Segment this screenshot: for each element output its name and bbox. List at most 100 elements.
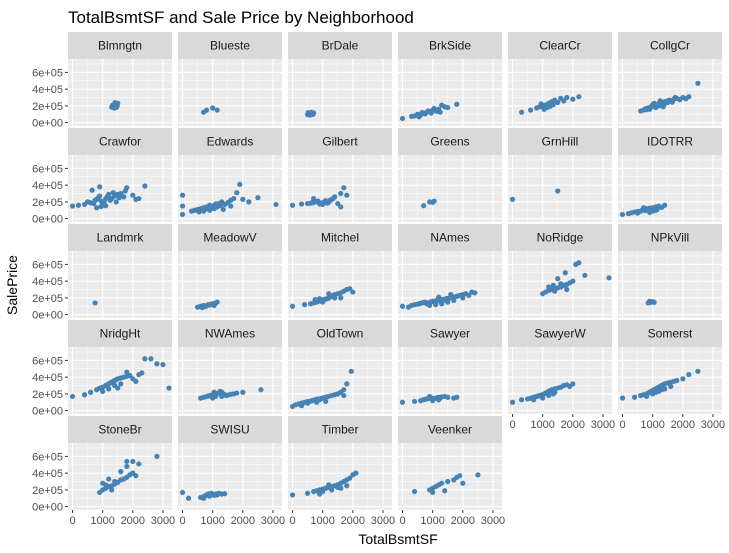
facet-panel-background	[288, 251, 392, 318]
data-point	[217, 388, 223, 394]
data-point	[329, 487, 335, 493]
facet-strip	[618, 32, 722, 59]
x-tick-label: 3000	[701, 419, 725, 431]
data-point	[113, 104, 119, 111]
facet-somerst: Somerst 0 1000 2000 3000	[618, 320, 725, 431]
facet-panel-background	[508, 347, 612, 414]
facet-strip	[508, 224, 612, 251]
x-tick-label: 1000	[640, 419, 664, 431]
facet-strip-label: Crawfor	[99, 135, 141, 149]
x-axis-label: TotalBsmtSF	[358, 531, 437, 547]
data-point	[304, 490, 311, 496]
data-point	[411, 488, 418, 495]
data-point	[344, 483, 350, 489]
data-point	[399, 115, 406, 122]
data-point	[338, 295, 344, 301]
facet-panel-background	[508, 155, 612, 222]
facet-panel-background	[68, 155, 172, 222]
facet-nwames: NWAmes	[178, 320, 282, 414]
data-point	[546, 392, 552, 399]
facet-strip-label: Veenker	[428, 423, 472, 437]
data-point	[460, 295, 466, 301]
data-point	[439, 480, 445, 486]
data-point	[338, 190, 344, 197]
data-point	[335, 484, 341, 490]
facet-names: NAmes	[398, 224, 502, 318]
data-point	[133, 196, 139, 202]
data-point	[335, 200, 341, 207]
data-point	[619, 395, 626, 401]
data-point	[660, 104, 666, 110]
data-point	[540, 395, 546, 401]
data-point	[341, 387, 347, 393]
facet-strip	[618, 128, 722, 155]
facet-panel-background	[178, 347, 282, 414]
facet-greens: Greens	[398, 128, 502, 222]
data-point	[130, 192, 136, 198]
facet-strip	[508, 128, 612, 155]
x-tick-label: 3000	[371, 515, 395, 527]
data-point	[69, 393, 76, 400]
facet-panel-background	[178, 251, 282, 318]
x-tick-label: 1000	[310, 515, 334, 527]
data-point	[405, 304, 412, 310]
data-point	[399, 399, 406, 405]
data-point	[139, 370, 145, 376]
data-point	[448, 291, 454, 298]
data-point	[124, 458, 130, 465]
data-point	[344, 381, 350, 387]
data-point	[81, 392, 88, 398]
data-point	[222, 491, 228, 497]
data-point	[475, 472, 481, 478]
data-point	[240, 196, 246, 202]
data-point	[561, 98, 567, 104]
data-point	[201, 208, 207, 214]
data-point	[445, 299, 451, 305]
x-tick-label: 1000	[420, 515, 444, 527]
data-point	[298, 201, 305, 207]
facet-panel-background	[68, 251, 172, 318]
x-tick-label: 0	[619, 419, 625, 431]
y-tick-label: 6e+05	[32, 259, 63, 271]
facet-strip-label: CollgCr	[650, 39, 690, 53]
data-point	[166, 385, 172, 391]
data-point	[122, 188, 128, 194]
data-point	[650, 208, 656, 214]
data-point	[570, 278, 576, 284]
data-point	[564, 286, 570, 293]
data-point	[509, 399, 516, 405]
data-point	[142, 356, 148, 362]
data-point	[100, 388, 106, 394]
data-point	[213, 393, 219, 400]
data-point	[304, 400, 311, 406]
data-point	[350, 289, 356, 295]
data-point	[106, 191, 112, 197]
data-point	[246, 199, 252, 205]
data-point	[341, 185, 347, 191]
facet-crawfor: Crawfor 0e+00 2e+05 4e+05 6e+05	[32, 128, 172, 226]
facet-idotrr: IDOTRR	[618, 128, 722, 222]
data-point	[207, 207, 213, 213]
y-tick-label: 2e+05	[32, 485, 63, 497]
data-point	[154, 453, 160, 459]
data-point	[255, 195, 261, 201]
data-point	[136, 461, 142, 467]
data-point	[541, 106, 547, 112]
facet-strip	[178, 224, 282, 251]
facet-panel-background	[398, 347, 502, 414]
x-tick-label: 2000	[341, 515, 365, 527]
facet-strip-label: Greens	[430, 135, 469, 149]
data-point	[518, 109, 525, 115]
x-tick-label: 2000	[121, 515, 145, 527]
data-point	[570, 96, 576, 102]
facet-panel-background	[288, 443, 392, 510]
x-tick-label: 1000	[200, 515, 224, 527]
facet-strip-label: Blueste	[210, 39, 250, 53]
facet-strip-label: BrkSide	[429, 39, 471, 53]
facet-noridge: NoRidge	[508, 224, 612, 318]
facet-strip	[398, 32, 502, 59]
data-point	[547, 103, 553, 109]
data-point	[289, 492, 296, 498]
data-point	[582, 272, 588, 278]
data-point	[317, 296, 323, 302]
